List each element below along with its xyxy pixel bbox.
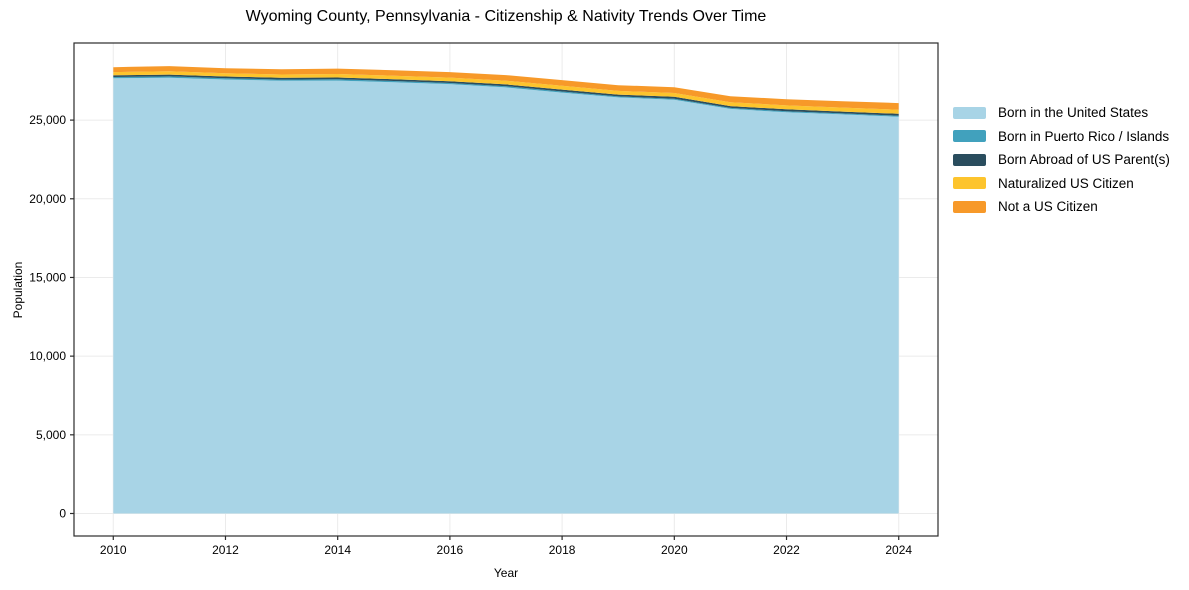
y-tick-label: 0: [59, 506, 66, 520]
x-tick-label: 2024: [885, 543, 912, 557]
legend-item-born-us: Born in the United States: [953, 101, 1170, 125]
legend-label-not-citizen: Not a US Citizen: [998, 199, 1098, 215]
x-tick-label: 2016: [437, 543, 464, 557]
y-axis-label: Population: [11, 261, 25, 319]
y-tick-label: 25,000: [29, 113, 66, 127]
plot-border: [73, 42, 939, 537]
x-tick-label: 2010: [100, 543, 127, 557]
x-tick-label: 2020: [661, 543, 688, 557]
x-tick-label: 2018: [549, 543, 576, 557]
area-series-0: [113, 77, 899, 514]
x-tick-label: 2022: [773, 543, 800, 557]
legend-swatch-born-us: [953, 106, 986, 119]
area-series-3: [113, 71, 899, 114]
legend-item-naturalized: Naturalized US Citizen: [953, 172, 1170, 196]
x-axis-label: Year: [493, 566, 519, 580]
legend-item-born-pr: Born in Puerto Rico / Islands: [953, 125, 1170, 149]
y-tick-label: 10,000: [29, 349, 66, 363]
legend-swatch-born-pr: [953, 130, 986, 143]
legend-item-not-citizen: Not a US Citizen: [953, 195, 1170, 219]
legend-swatch-born-abroad: [953, 153, 986, 166]
legend-swatch-not-citizen: [953, 200, 986, 213]
y-tick-label: 5,000: [36, 428, 66, 442]
x-tick-label: 2014: [324, 543, 351, 557]
area-series-4: [113, 66, 899, 110]
area-series-1: [113, 76, 899, 117]
legend-swatch-naturalized: [953, 177, 986, 190]
area-series-2: [113, 74, 899, 116]
chart-title: Wyoming County, Pennsylvania - Citizensh…: [245, 8, 767, 25]
legend-label-born-abroad: Born Abroad of US Parent(s): [998, 152, 1170, 168]
y-tick-label: 15,000: [29, 270, 66, 284]
legend-item-born-abroad: Born Abroad of US Parent(s): [953, 148, 1170, 172]
y-tick-label: 20,000: [29, 192, 66, 206]
legend: Born in the United States Born in Puerto…: [953, 101, 1170, 219]
legend-label-born-pr: Born in Puerto Rico / Islands: [998, 128, 1170, 144]
x-tick-label: 2012: [212, 543, 239, 557]
legend-label-naturalized: Naturalized US Citizen: [998, 175, 1134, 191]
legend-label-born-us: Born in the United States: [998, 105, 1149, 121]
